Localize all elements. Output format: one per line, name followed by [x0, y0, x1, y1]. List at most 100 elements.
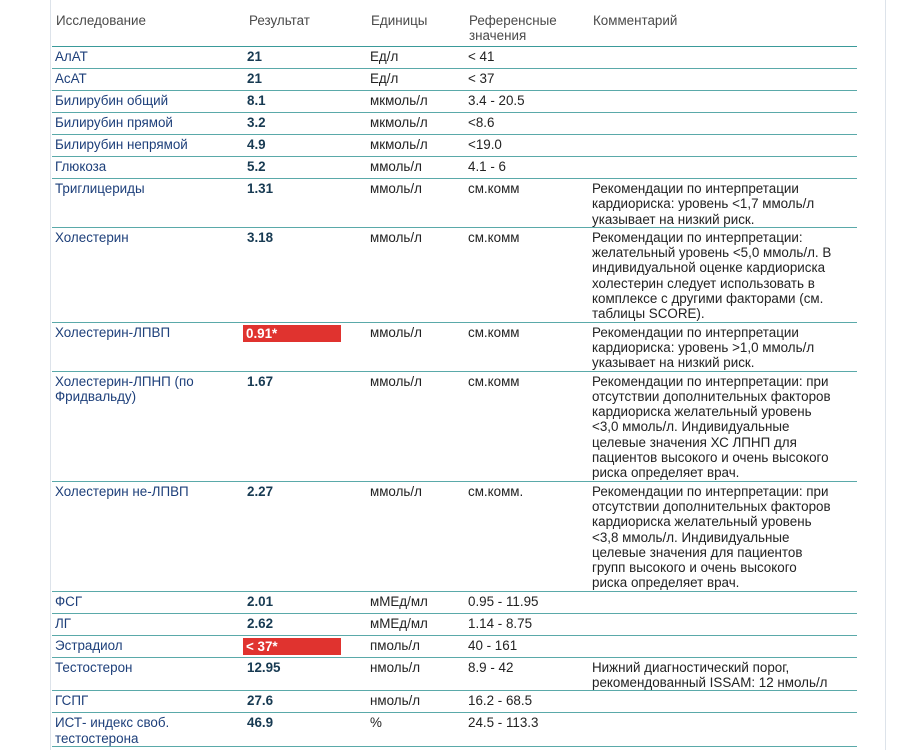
result-cell: 3.18 [245, 227, 367, 323]
comment-line: отсутствии дополнительных факторов [592, 498, 831, 514]
comment-cell [589, 68, 857, 91]
result-value: 12.95 [247, 659, 281, 675]
comment-cell [589, 112, 857, 135]
reference: 3.4 - 20.5 [465, 90, 589, 113]
table-row: АсАТ 21 Ед/л < 37 [52, 68, 857, 91]
comment-line: отсутствии дополнительных факторов [592, 388, 831, 404]
comment-line: указывает на низкий риск. [592, 355, 755, 371]
test-name: Холестерин [52, 227, 245, 323]
table-row: Билирубин общий 8.1 мкмоль/л 3.4 - 20.5 [52, 90, 857, 113]
comment-line: индивидуальной оценке кардиориска [592, 260, 826, 276]
result-cell: 1.31 [245, 178, 367, 228]
units: мкмоль/л [367, 134, 465, 157]
comment-line: <3,0 ммоль/л. Индивидуальные [592, 419, 790, 435]
reference: см.комм [465, 371, 589, 482]
comment-line: указывает на низкий риск. [592, 211, 755, 227]
comment-cell [589, 134, 857, 157]
table-row: Глюкоза 5.2 ммоль/л 4.1 - 6 [52, 156, 857, 179]
reference: см.комм [465, 178, 589, 228]
test-name: ФСГ [52, 591, 245, 614]
test-name: ЛГ [52, 613, 245, 636]
units: ммоль/л [367, 227, 465, 323]
comment-cell [589, 712, 857, 747]
reference: <8.6 [465, 112, 589, 135]
comment-cell [589, 46, 857, 69]
table-body: АлАТ 21 Ед/л < 41 АсАТ 21 Ед/л < 37 Билирубин об… [52, 46, 857, 747]
comment-line: рекомендованный ISSAM: 12 нмоль/л [592, 675, 828, 691]
comment-line: риска определяет врач. [592, 575, 740, 591]
comment-cell [589, 690, 857, 714]
comment-line: Рекомендации по интерпретации [592, 181, 799, 196]
result-cell: 46.9 [245, 712, 367, 747]
result-value: 2.62 [247, 615, 274, 631]
comment-line: Рекомендации по интерпретации: при [592, 373, 829, 389]
reference: 1.14 - 8.75 [465, 613, 589, 636]
reference: см.комм [465, 322, 589, 372]
comment-line: целевые значения для пациентов [592, 544, 803, 560]
column-header: Единицы [367, 10, 465, 47]
test-name: Билирубин непрямой [52, 134, 245, 157]
page-edge [50, 0, 51, 750]
result-value: 5.2 [247, 159, 266, 174]
comment-line: желательный уровень <5,0 ммоль/л. В [592, 245, 832, 261]
result-cell: 2.62 [245, 613, 367, 636]
comment-line: Нижний диагностический порог, [592, 659, 790, 675]
table-row: Эстрадиол < 37* пмоль/л 40 - 161 [52, 635, 857, 658]
units: ммоль/л [367, 322, 465, 372]
table-row: ФСГ 2.01 мМЕд/мл 0.95 - 11.95 [52, 591, 857, 614]
test-name: Билирубин общий [52, 90, 245, 113]
units: мкмоль/л [367, 112, 465, 135]
comment-cell: Рекомендации по интерпретации: желательны… [589, 227, 857, 323]
comment-line: Рекомендации по интерпретации: при [592, 483, 829, 499]
table-row: Холестерин 3.18 ммоль/л см.комм Рекомендации… [52, 227, 857, 323]
result-value: 8.1 [247, 93, 266, 108]
result-cell: 3.2 [245, 112, 367, 135]
units: ммоль/л [367, 178, 465, 228]
reference: < 41 [465, 46, 589, 69]
result-cell: 1.67 [245, 371, 367, 482]
comment-cell: Рекомендации по интерпретации: при отсутс… [589, 371, 857, 482]
comment-cell: Рекомендации по интерпретации кардиориска… [589, 322, 857, 372]
result-value: 27.6 [247, 693, 274, 709]
table-row: ИСТ- индекс своб. тестостерона 46.9% 24.5 … [52, 712, 857, 747]
test-name: АсАТ [52, 68, 245, 91]
test-name: ГСПГ [52, 690, 245, 714]
comment-line: Рекомендации по интерпретации [592, 324, 799, 340]
result-cell: 21 [245, 68, 367, 91]
result-value: 21 [247, 71, 262, 86]
units: пмоль/л [367, 635, 465, 658]
test-name: Холестерин не-ЛПВП [52, 481, 245, 592]
test-name: Холестерин-ЛПВП [52, 322, 245, 372]
units: ммоль/л [367, 371, 465, 482]
comment-cell [589, 90, 857, 113]
reference: < 37 [465, 68, 589, 91]
comment-cell [589, 613, 857, 636]
column-header: Референсные значения [465, 10, 589, 47]
units: ммоль/л [367, 156, 465, 179]
result-cell: 2.01 [245, 591, 367, 614]
result-value: 1.31 [247, 181, 274, 196]
comment-line: таблицы SCORE). [592, 306, 705, 322]
reference: 4.1 - 6 [465, 156, 589, 179]
table-row: Холестерин-ЛПНП (по Фридвальду) 1.67 ммоль… [52, 371, 857, 482]
test-name: Глюкоза [52, 156, 245, 179]
test-name: Эстрадиол [52, 635, 245, 658]
header-row: Исследование Результат Единицы Референсные … [52, 10, 857, 47]
reference: 16.2 - 68.5 [465, 690, 589, 714]
result-flagged: 0.91* [243, 324, 341, 342]
comment-line: Рекомендации по интерпретации: [592, 229, 803, 245]
test-name: Тестостерон [52, 657, 245, 692]
result-cell: 2.27 [245, 481, 367, 592]
result-cell: 12.95 [245, 657, 367, 692]
comment-cell: Рекомендации по интерпретации: при отсутс… [589, 481, 857, 592]
table-row: ЛГ 2.62 мМЕд/мл 1.14 - 8.75 [52, 613, 857, 636]
table-row: Триглицериды 1.31 ммоль/л см.комм Рекомендац… [52, 178, 857, 228]
units: % [367, 712, 465, 747]
table-row: Холестерин-ЛПВП 0.91* ммоль/л см.комм Рекоме… [52, 322, 857, 372]
units: мМЕд/мл [367, 591, 465, 614]
comment-line: целевые значения ХС ЛПНП для [592, 434, 797, 450]
result-value: 4.9 [247, 137, 266, 152]
comment-line: кардиориска: уровень >1,0 ммоль/л [592, 339, 815, 355]
comment-line: пациентов высокого и очень высокого [592, 450, 829, 466]
